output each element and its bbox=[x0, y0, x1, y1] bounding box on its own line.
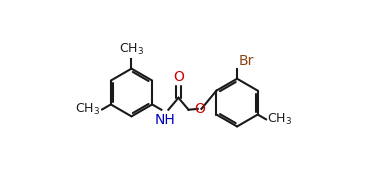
Text: Br: Br bbox=[238, 54, 254, 68]
Text: NH: NH bbox=[155, 112, 176, 127]
Text: CH$_3$: CH$_3$ bbox=[76, 102, 101, 117]
Text: CH$_3$: CH$_3$ bbox=[119, 42, 144, 57]
Text: CH$_3$: CH$_3$ bbox=[267, 112, 292, 127]
Text: O: O bbox=[173, 70, 184, 84]
Text: O: O bbox=[194, 102, 205, 116]
